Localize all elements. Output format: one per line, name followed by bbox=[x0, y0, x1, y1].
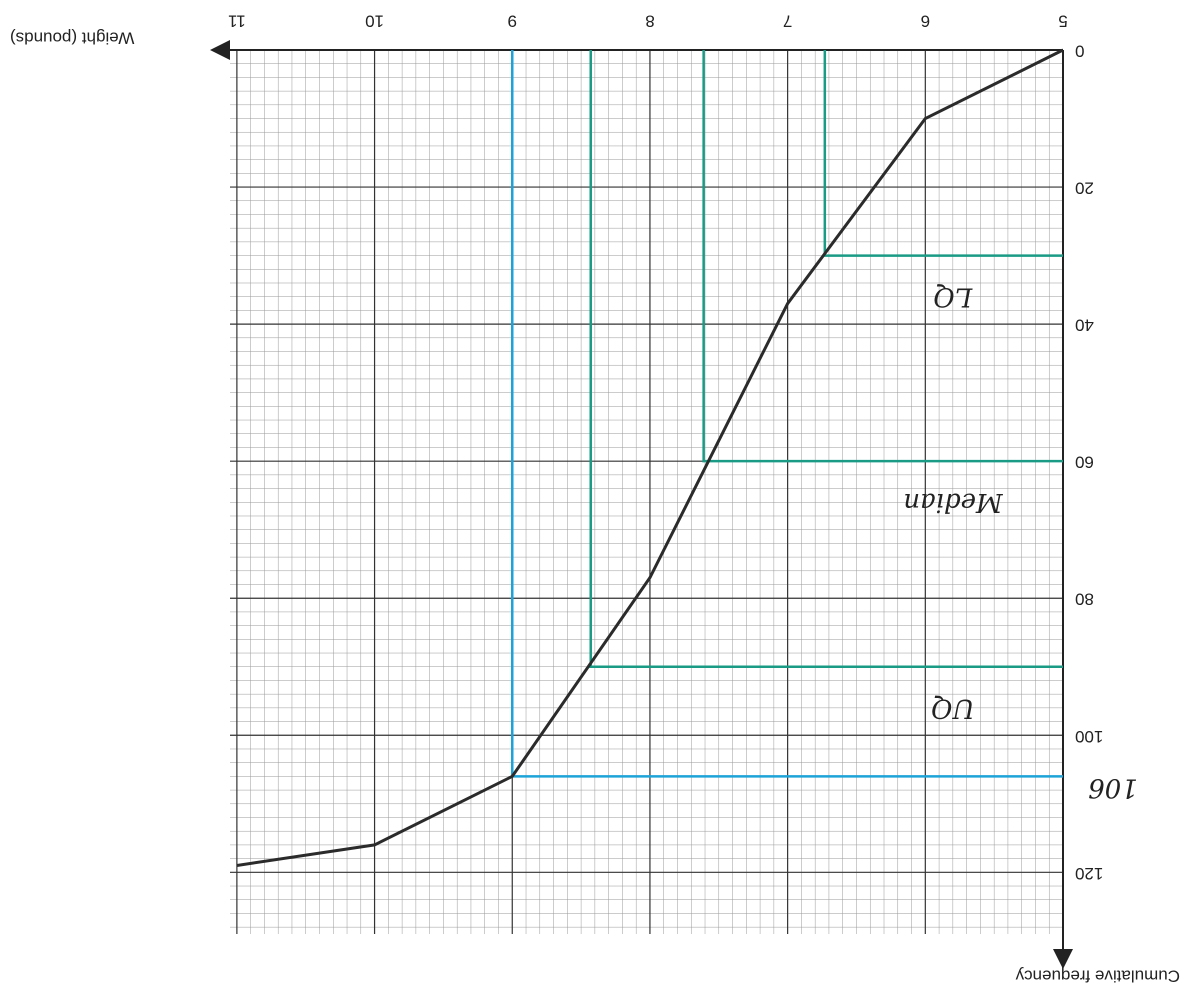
reading-line bbox=[591, 50, 1063, 667]
y-tick-label: 0 bbox=[1075, 42, 1084, 61]
y-tick-label: 100 bbox=[1075, 727, 1103, 746]
y-tick-label: 80 bbox=[1075, 590, 1094, 609]
x-tick-label: 5 bbox=[1058, 12, 1067, 31]
x-axis-label: Weight (pounds) bbox=[10, 29, 134, 48]
y-axis-label: Cumulative frequency bbox=[1015, 967, 1180, 986]
x-tick-label: 8 bbox=[645, 12, 654, 31]
x-tick-label: 9 bbox=[508, 12, 517, 31]
annotation-label: 106 bbox=[1088, 772, 1138, 802]
y-tick-label: 120 bbox=[1075, 864, 1103, 883]
x-tick-label: 6 bbox=[921, 12, 930, 31]
y-tick-label: 60 bbox=[1075, 453, 1094, 472]
x-tick-label: 11 bbox=[228, 12, 246, 31]
y-tick-label: 40 bbox=[1075, 316, 1094, 335]
y-tick-label: 20 bbox=[1075, 179, 1094, 198]
annotation-label: UQ bbox=[931, 693, 974, 723]
x-tick-label: 10 bbox=[365, 12, 384, 31]
reading-line bbox=[825, 50, 1063, 256]
annotation-label: Median bbox=[903, 487, 1003, 517]
x-tick-label: 7 bbox=[783, 12, 792, 31]
chart: Cumulative frequency Weight (pounds) 5 6 7… bbox=[0, 0, 1190, 999]
annotation-label: LQ bbox=[934, 282, 974, 312]
rotated-scan: Cumulative frequency Weight (pounds) 5 6 7… bbox=[10, 12, 1180, 986]
